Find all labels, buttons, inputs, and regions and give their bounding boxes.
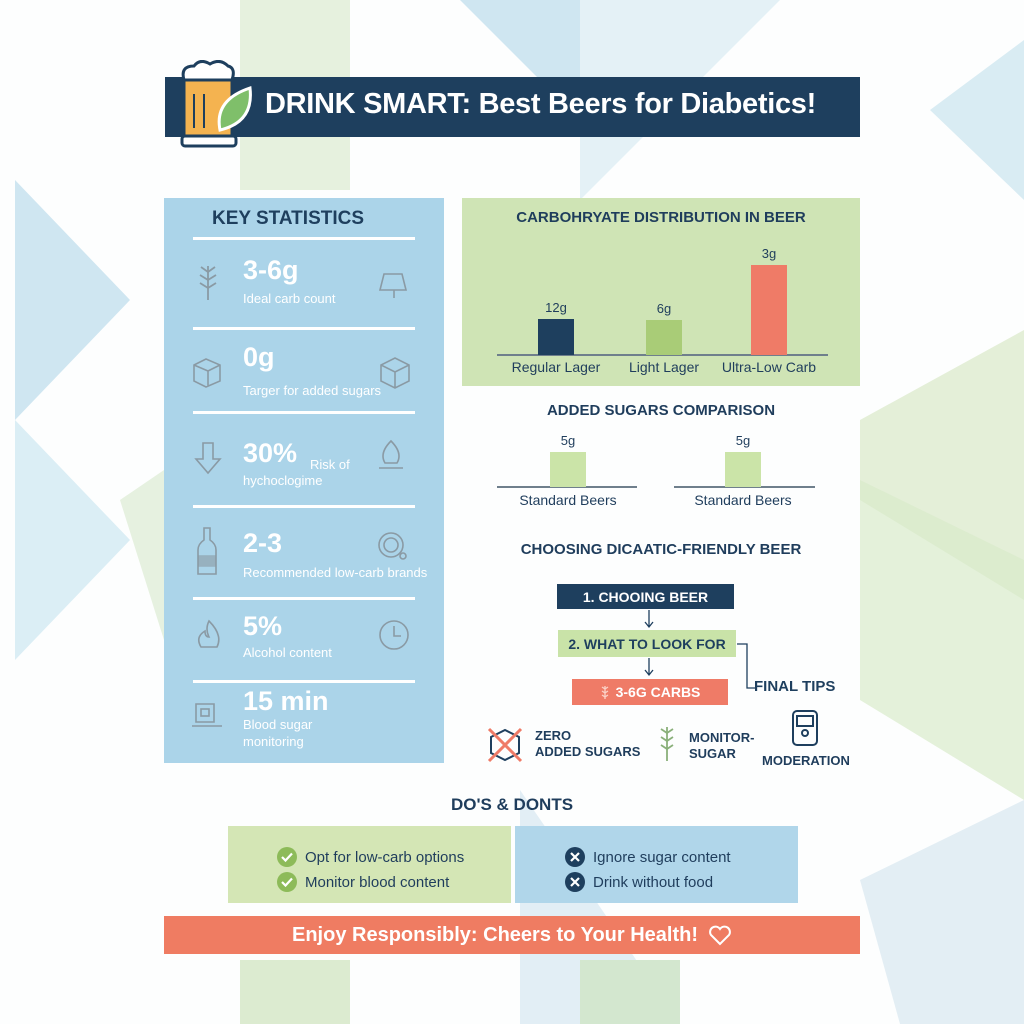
- x-circle-icon: [565, 847, 585, 867]
- tip-moderation: MODERATION: [762, 753, 850, 768]
- carb-chart-title: CARBOHRYATE DISTRIBUTION IN BEER: [516, 209, 806, 226]
- dont-item: Ignore sugar content: [565, 847, 731, 867]
- check-icon: [277, 847, 297, 867]
- carb-category-label: Ultra-Low Carb: [721, 359, 817, 375]
- carb-bar-value: 12g: [545, 300, 567, 315]
- do-item: Opt for low-carb options: [277, 847, 464, 867]
- carb-bar: [646, 320, 682, 355]
- flame-icon: [379, 439, 403, 469]
- tip-monitor-sugar: MONITOR- SUGAR: [689, 730, 754, 762]
- carb-bar: [751, 265, 787, 355]
- divider: [193, 597, 415, 600]
- tip-line: SUGAR: [689, 746, 736, 761]
- clock-icon: [379, 620, 409, 650]
- arrow-down-icon: [194, 442, 222, 475]
- carb-bar-value: 3g: [761, 246, 777, 261]
- do-item: Monitor blood content: [277, 872, 449, 892]
- key-statistics-panel: [164, 198, 444, 763]
- carb-category-label: Regular Lager: [511, 359, 601, 375]
- stat-value: 2-3: [243, 528, 283, 558]
- carb-chart-panel: [462, 198, 860, 386]
- page-title: DRINK SMART: Best Beers for Diabetics!: [265, 88, 816, 120]
- divider: [193, 505, 415, 508]
- sugar-category-label: Standard Beers: [694, 492, 792, 508]
- dont-text: Drink without food: [593, 873, 714, 891]
- stat-label-inline: Risk of: [310, 457, 350, 472]
- donts-box: [515, 826, 798, 903]
- flow-step-3: 3-6G CARBS: [572, 679, 728, 705]
- check-icon: [277, 872, 297, 892]
- title-banner: [165, 77, 860, 137]
- divider: [193, 327, 415, 330]
- stat-value: 15 min: [243, 686, 329, 716]
- sugar-category-label: Standard Beers: [519, 492, 617, 508]
- sugar-chart-title: ADDED SUGARS COMPARISON: [546, 402, 776, 419]
- flow-step-2: 2. WHAT TO LOOK FOR: [558, 630, 736, 657]
- carb-chart-axis: [497, 354, 828, 356]
- glucose-meter-icon: [192, 703, 222, 727]
- dos-box: [228, 826, 511, 903]
- wheat-icon: [199, 266, 217, 300]
- dont-item: Drink without food: [565, 872, 713, 892]
- sugar-bar-value: 5g: [560, 433, 576, 448]
- flow-step-label: 1. CHOOING BEER: [582, 588, 709, 605]
- flow-step-label: 2. WHAT TO LOOK FOR: [568, 635, 726, 652]
- sugar-bar-value: 5g: [735, 433, 751, 448]
- crossed-sugar-cube-icon: [487, 727, 523, 763]
- arrow-down-icon: [644, 658, 654, 677]
- tip-line: ZERO: [535, 728, 572, 743]
- arrow-down-icon: [644, 610, 654, 629]
- stat-label: hychoclogime: [243, 473, 323, 488]
- footer-text: Enjoy Responsibly: Cheers to Your Health…: [292, 923, 698, 946]
- do-text: Monitor blood content: [305, 873, 450, 891]
- divider: [193, 680, 415, 683]
- stat-label: Targer for added sugars: [243, 383, 382, 398]
- beer-mug-leaf-icon: [180, 60, 252, 148]
- flow-step-label: 3-6G CARBS: [615, 684, 701, 700]
- ring-icon: [378, 532, 407, 560]
- cube-icon: [380, 357, 410, 389]
- stat-value: 0g: [243, 342, 275, 372]
- stat-label: Alcohol content: [243, 645, 332, 660]
- stat-value: 30%: [243, 438, 298, 468]
- flow-title: CHOOSING DICAATIC-FRIENDLY BEER: [520, 541, 802, 558]
- dont-text: Ignore sugar content: [593, 848, 731, 866]
- bottle-icon: [197, 527, 217, 575]
- sugar-bar: [725, 452, 761, 487]
- stat-label: Recommended low-carb brands: [243, 565, 428, 580]
- wheat-icon: [601, 686, 608, 699]
- divider: [193, 237, 415, 240]
- fire-icon: [197, 619, 220, 648]
- carb-bar: [538, 319, 574, 355]
- carb-category-label: Light Lager: [628, 359, 700, 375]
- sugar-bar: [550, 452, 586, 487]
- tip-line: ADDED SUGARS: [535, 744, 641, 759]
- dos-donts-title: DO'S & DONTS: [450, 795, 574, 814]
- stat-value: 3-6g: [243, 255, 299, 285]
- x-circle-icon: [565, 872, 585, 892]
- tip-line: MONITOR-: [689, 730, 755, 745]
- sugar-cube-icon: [193, 358, 221, 388]
- carb-bar-value: 6g: [656, 301, 672, 316]
- wheat-icon: [660, 727, 674, 761]
- flow-step-1: 1. CHOOING BEER: [557, 584, 734, 609]
- do-text: Opt for low-carb options: [305, 848, 465, 866]
- sugar-chart-axis: [497, 486, 637, 488]
- stat-label: Blood sugar monitoring: [243, 717, 313, 749]
- stat-label: Ideal carb count: [243, 291, 336, 306]
- stat-value: 5%: [243, 611, 283, 641]
- hops-icon: [378, 273, 408, 298]
- heart-icon: [709, 925, 731, 946]
- key-statistics-title: KEY STATISTICS: [212, 208, 365, 229]
- glucose-meter-icon: [792, 710, 818, 746]
- tip-zero-sugars: ZERO ADDED SUGARS: [535, 728, 640, 760]
- final-tips-label: FINAL TIPS: [754, 678, 836, 695]
- bracket-connector: [737, 643, 755, 689]
- footer-banner: Enjoy Responsibly: Cheers to Your Health…: [164, 916, 860, 954]
- divider: [193, 411, 415, 414]
- sugar-chart-axis: [674, 486, 815, 488]
